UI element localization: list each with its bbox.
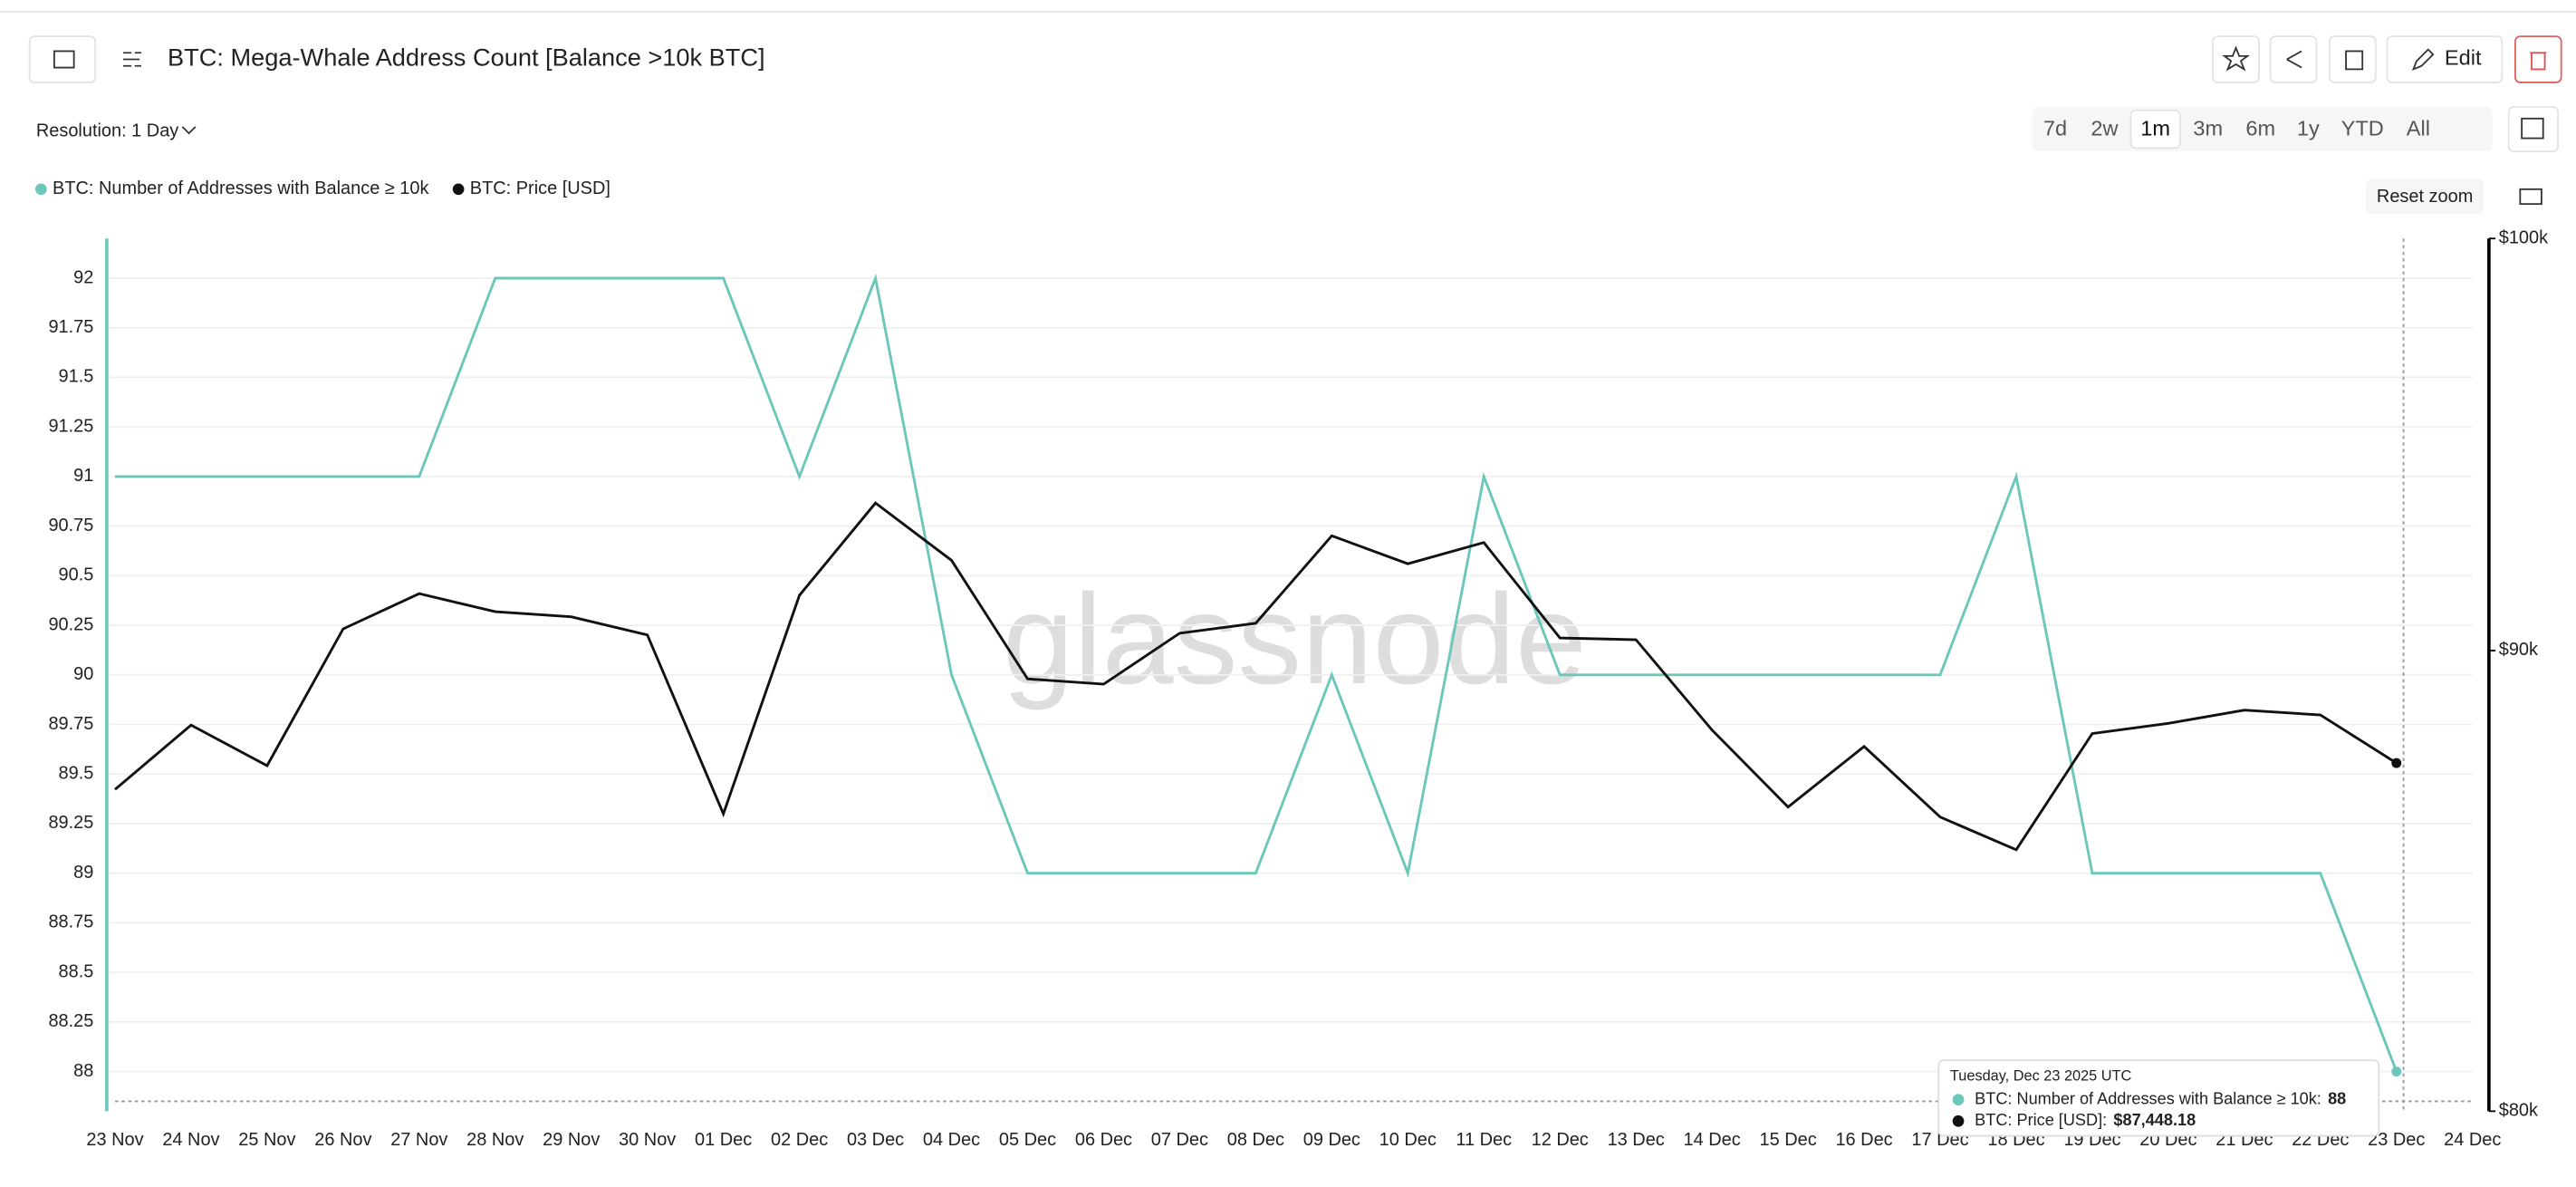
x-tick-label: 23 Nov xyxy=(86,1130,143,1150)
legend-dot xyxy=(452,183,465,196)
x-tick-label: 24 Dec xyxy=(2444,1130,2501,1150)
y-tick-label: 92 xyxy=(73,267,93,287)
y-tick-label: 91.75 xyxy=(48,317,93,337)
x-tick-label: 25 Nov xyxy=(238,1130,295,1150)
range-button[interactable]: All xyxy=(2407,117,2430,140)
edit-label: Edit xyxy=(2445,46,2482,70)
y-tick-label: 90.75 xyxy=(48,516,93,536)
y2-tick-label: $90k xyxy=(2499,640,2538,660)
resolution-caret xyxy=(181,126,197,135)
sidebar-button[interactable] xyxy=(28,35,97,83)
tooltip-label: BTC: Number of Addresses with Balance ≥ … xyxy=(1975,1089,2321,1107)
x-tick-label: 07 Dec xyxy=(1151,1130,1208,1150)
x-tick-label: 06 Dec xyxy=(1075,1130,1132,1150)
x-tick-label: 27 Nov xyxy=(390,1130,447,1150)
x-tick-label: 13 Dec xyxy=(1608,1130,1665,1150)
delete-icon xyxy=(2530,52,2547,71)
x-tick-label: 04 Dec xyxy=(923,1130,980,1150)
x-tick-label: 15 Dec xyxy=(1760,1130,1817,1150)
range-button[interactable]: 1m xyxy=(2140,117,2170,140)
star-icon xyxy=(2222,45,2250,72)
y-tick-label: 88.5 xyxy=(59,961,94,981)
chart-title: BTC: Mega-Whale Address Count [Balance >… xyxy=(168,43,765,72)
edit-button[interactable] xyxy=(2386,35,2504,83)
y2-tick-label: $80k xyxy=(2499,1101,2538,1121)
edit-icon xyxy=(2411,48,2435,72)
x-tick-label: 30 Nov xyxy=(619,1130,676,1150)
y-tick-label: 88.25 xyxy=(48,1011,93,1031)
tooltip-dot xyxy=(1952,1115,1965,1127)
range-button[interactable]: 2w xyxy=(2091,117,2119,140)
y-tick-label: 89.75 xyxy=(48,714,93,734)
share-button[interactable] xyxy=(2269,35,2318,83)
range-button[interactable]: 3m xyxy=(2193,117,2223,140)
x-tick-label: 26 Nov xyxy=(314,1130,371,1150)
tooltip xyxy=(1937,1059,2380,1137)
watermark: glassnode xyxy=(1003,567,1587,710)
copy-button[interactable] xyxy=(2329,35,2377,83)
x-tick-label: 11 Dec xyxy=(1456,1130,1512,1150)
y2-tick-label: $100k xyxy=(2499,227,2548,247)
reset-zoom-button[interactable] xyxy=(2365,179,2485,215)
y-tick-label: 89 xyxy=(73,863,93,883)
tooltip-value: 88 xyxy=(2328,1089,2346,1107)
y-tick-label: 91 xyxy=(73,466,93,486)
x-tick-label: 01 Dec xyxy=(695,1130,752,1150)
reset-zoom-label: Reset zoom xyxy=(2377,187,2473,207)
range-button[interactable]: 6m xyxy=(2245,117,2275,140)
x-tick-label: 23 Dec xyxy=(2368,1130,2425,1150)
calendar-button[interactable] xyxy=(2507,106,2559,153)
y-tick-label: 89.5 xyxy=(59,763,94,783)
delete-button[interactable] xyxy=(2514,35,2562,83)
camera-icon[interactable] xyxy=(2519,188,2542,206)
range-active xyxy=(2129,109,2181,150)
x-tick-label: 10 Dec xyxy=(1379,1130,1437,1150)
x-tick-label: 14 Dec xyxy=(1684,1130,1741,1150)
x-tick-label: 09 Dec xyxy=(1303,1130,1360,1150)
y-tick-label: 91.5 xyxy=(59,367,94,387)
y-tick-label: 88 xyxy=(73,1061,93,1081)
tooltip-date: Tuesday, Dec 23 2025 UTC xyxy=(1950,1068,2132,1085)
resolution-select[interactable]: Resolution: 1 Day xyxy=(36,121,178,141)
x-tick-label: 03 Dec xyxy=(847,1130,904,1150)
x-tick-label: 12 Dec xyxy=(1532,1130,1589,1150)
hover-point xyxy=(2391,1066,2402,1077)
tooltip-value: $87,448.18 xyxy=(2113,1111,2196,1129)
x-tick-label: 05 Dec xyxy=(999,1130,1056,1150)
y-tick-label: 91.25 xyxy=(48,416,93,436)
x-tick-label: 24 Nov xyxy=(162,1130,219,1150)
series-line xyxy=(114,501,2398,852)
x-tick-label: 02 Dec xyxy=(771,1130,828,1150)
share-icon xyxy=(2286,50,2302,69)
copy-icon xyxy=(2345,50,2364,71)
star-button[interactable] xyxy=(2212,35,2260,83)
x-tick-label: 29 Nov xyxy=(543,1130,600,1150)
range-button[interactable]: YTD xyxy=(2341,117,2384,140)
y-tick-label: 90.25 xyxy=(48,614,93,634)
y-tick-label: 90 xyxy=(73,664,93,684)
series-line xyxy=(114,273,2398,1073)
menu-icon[interactable] xyxy=(123,52,141,67)
tooltip-dot xyxy=(1952,1094,1965,1105)
tooltip-label: BTC: Price [USD]: xyxy=(1975,1111,2107,1129)
range-button[interactable]: 7d xyxy=(2043,117,2067,140)
calendar-icon xyxy=(2521,117,2544,140)
x-tick-label: 28 Nov xyxy=(466,1130,524,1150)
legend-label[interactable]: BTC: Price [USD] xyxy=(470,179,610,198)
y-tick-label: 89.25 xyxy=(48,813,93,833)
sidebar-icon xyxy=(53,50,75,69)
x-tick-label: 16 Dec xyxy=(1835,1130,1892,1150)
y-tick-label: 90.5 xyxy=(59,565,94,585)
legend-label[interactable]: BTC: Number of Addresses with Balance ≥ … xyxy=(53,179,428,198)
y-tick-label: 88.75 xyxy=(48,912,93,932)
hover-point xyxy=(2391,758,2402,768)
x-tick-label: 08 Dec xyxy=(1227,1130,1284,1150)
range-button[interactable]: 1y xyxy=(2297,117,2320,140)
legend-dot xyxy=(34,183,47,196)
